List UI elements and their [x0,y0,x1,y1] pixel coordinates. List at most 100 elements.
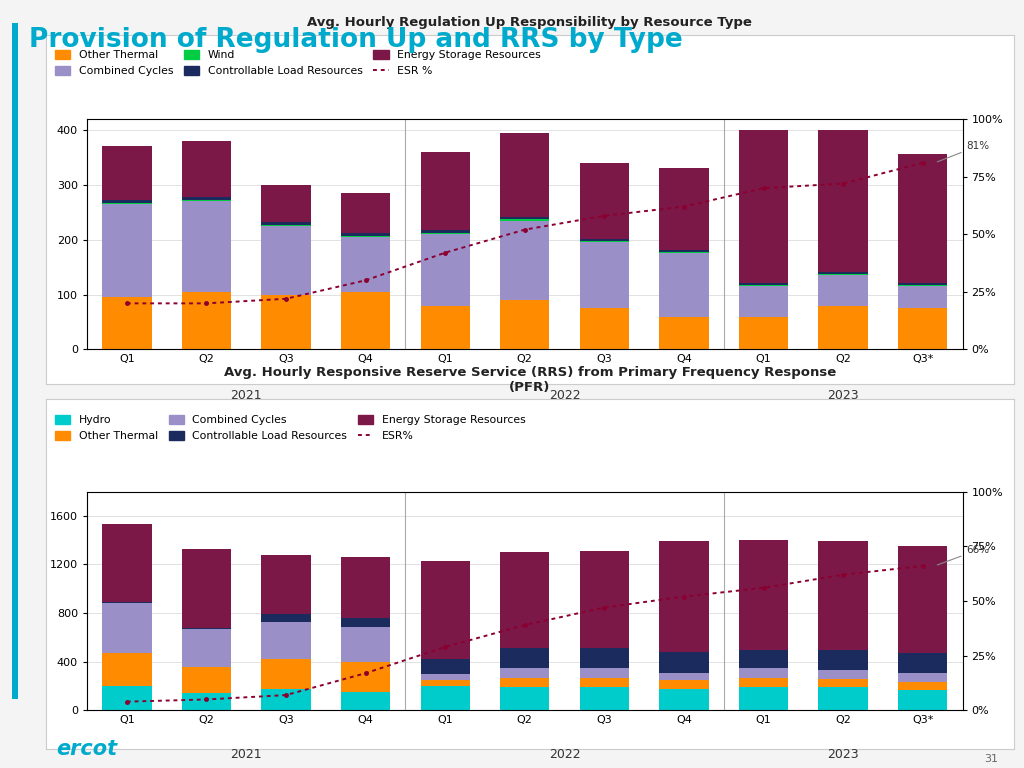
Bar [580,677,629,687]
Bar [102,525,152,602]
Bar [261,614,310,622]
Bar [739,540,788,650]
Bar [659,541,709,652]
Bar [739,286,788,316]
Text: ercot: ercot [56,739,118,759]
Bar [261,659,310,689]
Bar [739,668,788,677]
Bar [500,687,550,710]
Bar [181,627,231,629]
Bar [898,286,947,308]
Bar [102,686,152,710]
Bar [659,674,709,680]
Bar [739,677,788,687]
Bar [580,241,629,243]
Bar [818,272,868,274]
Bar [739,687,788,710]
Bar [580,308,629,349]
Bar [421,686,470,710]
Legend: Hydro, Other Thermal, Combined Cycles, Controllable Load Resources, Energy Stora: Hydro, Other Thermal, Combined Cycles, C… [51,412,529,444]
Bar [818,541,868,650]
Bar [261,295,310,349]
Bar [102,297,152,349]
Bar [500,133,550,217]
Bar [181,694,231,710]
Bar [580,239,629,241]
Bar [181,667,231,694]
Bar [500,648,550,668]
Bar [659,316,709,349]
Bar [818,276,868,306]
Bar [102,602,152,604]
Bar [818,306,868,349]
Bar [580,687,629,710]
Bar [341,237,390,292]
Bar [421,152,470,230]
Bar [102,200,152,203]
Bar [181,201,231,292]
Bar [181,629,231,667]
Bar [739,283,788,285]
Bar [898,673,947,682]
Bar [659,253,709,316]
Bar [580,668,629,677]
Bar [181,141,231,197]
Bar [421,233,470,234]
Bar [341,662,390,691]
Bar [898,654,947,673]
Bar [818,679,868,687]
Bar [818,130,868,272]
Text: 66%: 66% [937,545,989,565]
Bar [580,648,629,668]
Bar [659,168,709,250]
Text: 2022: 2022 [549,747,581,760]
Bar [261,554,310,614]
Bar [181,200,231,201]
Bar [341,233,390,236]
Bar [261,226,310,295]
Bar [500,300,550,349]
Text: 2023: 2023 [827,747,859,760]
Bar [421,561,470,659]
Bar [659,680,709,689]
Title: Avg. Hourly Responsive Reserve Service (RRS) from Primary Frequency Response
(PF: Avg. Hourly Responsive Reserve Service (… [224,366,836,394]
Bar [421,234,470,306]
Bar [898,545,947,654]
Bar [659,652,709,674]
Bar [261,622,310,659]
Text: 2022: 2022 [549,389,581,402]
Bar [659,250,709,253]
Bar [818,650,868,670]
Bar [659,689,709,710]
Bar [181,197,231,200]
Bar [898,154,947,283]
Bar [261,689,310,710]
Text: 31: 31 [984,754,998,764]
Bar [500,220,550,300]
Bar [580,243,629,308]
Bar [261,222,310,225]
Bar [818,670,868,679]
Bar [341,627,390,662]
Bar [739,130,788,283]
Bar [898,285,947,286]
Bar [261,185,310,222]
Text: 2021: 2021 [230,389,262,402]
Bar [580,163,629,239]
Bar [739,316,788,349]
Title: Avg. Hourly Regulation Up Responsibility by Resource Type: Avg. Hourly Regulation Up Responsibility… [307,16,753,29]
Bar [580,551,629,648]
Bar [341,236,390,237]
Bar [818,274,868,276]
Legend: Other Thermal, Combined Cycles, Wind, Controllable Load Resources, Energy Storag: Other Thermal, Combined Cycles, Wind, Co… [51,47,545,79]
Bar [102,203,152,204]
Bar [898,308,947,349]
Bar [421,674,470,680]
Bar [341,292,390,349]
Bar [421,659,470,674]
Bar [898,682,947,690]
Bar [341,193,390,233]
Text: 81%: 81% [937,141,989,162]
Bar [102,204,152,297]
Bar [102,604,152,654]
